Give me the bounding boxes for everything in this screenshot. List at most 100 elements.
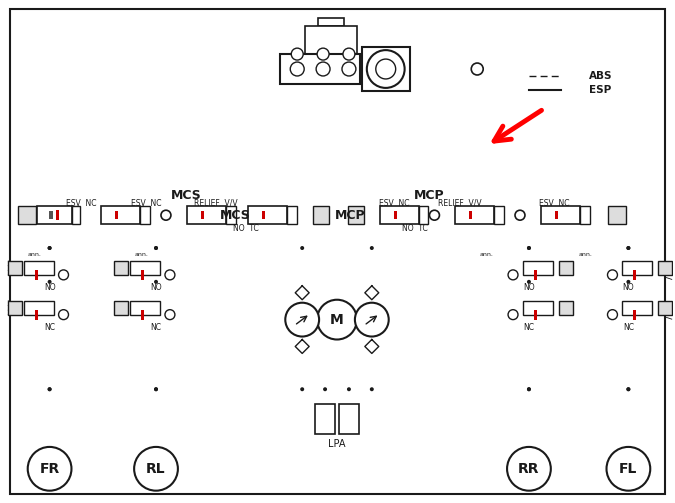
Bar (24, 301, 53, 315)
Circle shape (508, 310, 518, 319)
Bar (523, 261, 553, 275)
Circle shape (429, 210, 439, 220)
Bar (225, 206, 236, 224)
Text: NO  TC: NO TC (233, 224, 259, 232)
Text: NO  TC: NO TC (402, 224, 427, 232)
Circle shape (626, 280, 630, 284)
Bar (580, 206, 589, 224)
Circle shape (607, 447, 650, 490)
Text: RL: RL (146, 462, 166, 476)
Text: FL: FL (619, 462, 638, 476)
Bar (141, 310, 144, 319)
Circle shape (316, 62, 330, 76)
Bar (523, 301, 553, 315)
Bar (348, 206, 364, 224)
Bar (17, 198, 315, 234)
Circle shape (317, 300, 357, 340)
Bar (36, 206, 72, 224)
Circle shape (355, 303, 389, 337)
Bar (534, 270, 537, 280)
Text: ESV  NC: ESV NC (131, 199, 161, 208)
Circle shape (527, 280, 531, 284)
Circle shape (626, 387, 630, 391)
Text: NC: NC (623, 323, 634, 332)
Bar (49, 211, 53, 219)
Circle shape (507, 447, 551, 490)
Circle shape (300, 387, 304, 391)
Circle shape (508, 270, 518, 280)
Bar (318, 18, 344, 26)
Circle shape (370, 246, 374, 250)
Circle shape (154, 387, 158, 391)
Bar (263, 211, 265, 219)
Bar (24, 261, 53, 275)
Circle shape (527, 246, 531, 250)
Circle shape (626, 246, 630, 250)
Circle shape (165, 270, 175, 280)
Text: M: M (330, 313, 344, 326)
Bar (8, 301, 22, 315)
Bar (633, 310, 637, 319)
Circle shape (48, 387, 51, 391)
Circle shape (626, 246, 630, 250)
Bar (608, 206, 626, 224)
Circle shape (48, 246, 51, 250)
Bar (114, 301, 128, 315)
Bar (559, 301, 572, 315)
Bar (471, 248, 561, 362)
Circle shape (48, 246, 51, 250)
Circle shape (248, 210, 257, 220)
Circle shape (323, 387, 327, 391)
Bar (72, 206, 80, 224)
Text: LPA: LPA (328, 439, 346, 449)
Bar (140, 206, 150, 224)
Circle shape (527, 387, 531, 391)
Text: NO: NO (622, 283, 634, 292)
Bar (313, 206, 329, 224)
Bar (124, 248, 214, 362)
Bar (658, 261, 672, 275)
Text: NC: NC (523, 323, 535, 332)
Text: MCP: MCP (335, 209, 365, 222)
Bar (130, 301, 160, 315)
Circle shape (161, 210, 171, 220)
Circle shape (367, 50, 404, 88)
Bar (18, 248, 107, 362)
Bar (101, 206, 140, 224)
Circle shape (376, 59, 396, 79)
Circle shape (154, 246, 158, 250)
Bar (555, 211, 558, 219)
Bar (380, 206, 418, 224)
Bar (200, 211, 204, 219)
Text: NC: NC (44, 323, 55, 332)
Text: ESV  NC: ESV NC (379, 199, 410, 208)
Bar (115, 211, 118, 219)
Bar (456, 206, 494, 224)
Text: NO: NO (44, 283, 55, 292)
Circle shape (28, 447, 72, 490)
Circle shape (626, 387, 630, 391)
Bar (34, 270, 38, 280)
Text: ann.: ann. (479, 253, 493, 258)
Bar (658, 301, 672, 315)
Circle shape (342, 62, 356, 76)
Circle shape (134, 447, 178, 490)
Bar (114, 261, 128, 275)
Circle shape (154, 246, 158, 250)
Text: RELIEF  V/V: RELIEF V/V (194, 199, 238, 208)
Circle shape (165, 310, 175, 319)
Circle shape (154, 280, 158, 284)
Bar (55, 210, 59, 220)
Bar (559, 261, 572, 275)
Circle shape (154, 387, 158, 391)
Bar (541, 206, 580, 224)
Bar (622, 301, 652, 315)
Text: NO: NO (523, 283, 535, 292)
Text: ABS: ABS (589, 71, 612, 81)
Bar (248, 206, 288, 224)
Circle shape (300, 246, 304, 250)
Bar (633, 270, 637, 280)
Circle shape (286, 303, 319, 337)
Circle shape (59, 310, 68, 319)
Circle shape (608, 270, 618, 280)
